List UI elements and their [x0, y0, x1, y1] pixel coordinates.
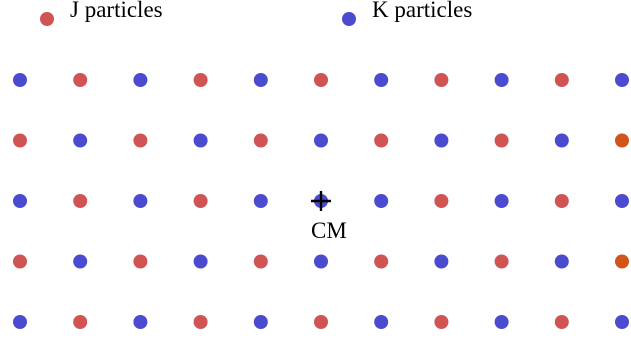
j-particle: [314, 73, 328, 87]
legend-j-label: J particles: [70, 0, 163, 22]
k-particle: [374, 73, 389, 87]
k-particle: [374, 194, 389, 208]
k-particle: [73, 133, 88, 148]
center-of-mass-marker: [311, 191, 331, 211]
k-particle-swatch: [342, 12, 356, 26]
k-particle: [133, 315, 148, 329]
k-particle: [494, 315, 509, 329]
j-particle: [434, 194, 449, 208]
k-particle: [615, 315, 629, 329]
j-particle: [193, 194, 208, 208]
j-particle: [253, 133, 268, 148]
j-particle: [554, 315, 569, 329]
legend-k-label: K particles: [372, 0, 473, 22]
k-particle: [133, 194, 148, 208]
k-particle: [253, 73, 268, 87]
k-particle: [133, 73, 148, 87]
k-particle: [554, 133, 569, 148]
k-particle: [253, 194, 268, 208]
k-particle: [374, 315, 389, 329]
j-particle: [193, 315, 208, 329]
j-particle: [314, 315, 328, 329]
k-particle: [615, 73, 629, 87]
j-particle: [13, 133, 27, 148]
k-particle: [253, 315, 268, 329]
j-particle: [494, 254, 509, 269]
k-particle: [554, 254, 569, 269]
j-particle: [374, 254, 389, 269]
k-particle: [314, 254, 328, 269]
edge-particle: [615, 254, 629, 269]
k-particle: [193, 254, 208, 269]
center-of-mass-label: CM: [311, 218, 347, 243]
k-particle: [13, 194, 27, 208]
edge-particle: [615, 133, 629, 148]
k-particle: [193, 133, 208, 148]
j-particle: [73, 194, 88, 208]
k-particle: [615, 194, 629, 208]
k-particle: [494, 73, 509, 87]
k-particle: [494, 194, 509, 208]
j-particle: [554, 73, 569, 87]
k-particle: [434, 254, 449, 269]
j-particle: [133, 254, 148, 269]
j-particle: [13, 254, 27, 269]
j-particle: [133, 133, 148, 148]
j-particle-swatch: [40, 12, 54, 26]
j-particle: [554, 194, 569, 208]
j-particle: [253, 254, 268, 269]
k-particle: [73, 254, 88, 269]
j-particle: [73, 315, 88, 329]
j-particle: [73, 73, 88, 87]
k-particle: [314, 133, 328, 148]
j-particle: [434, 315, 449, 329]
k-particle: [13, 73, 27, 87]
j-particle: [374, 133, 389, 148]
j-particle: [494, 133, 509, 148]
k-particle: [13, 315, 27, 329]
k-particle: [434, 133, 449, 148]
j-particle: [434, 73, 449, 87]
j-particle: [193, 73, 208, 87]
